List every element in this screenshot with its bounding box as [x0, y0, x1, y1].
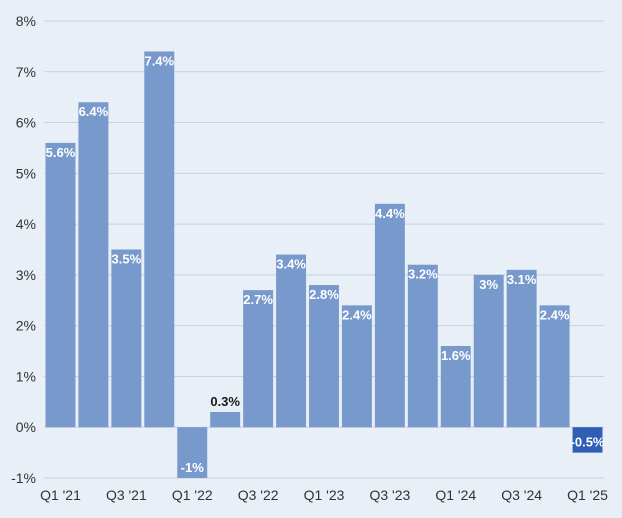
x-tick-label: Q1 '24 [435, 487, 476, 503]
x-tick-label: Q3 '23 [369, 487, 410, 503]
x-tick-label: Q1 '22 [172, 487, 213, 503]
data-label: 2.8% [309, 287, 339, 302]
data-label: 2.4% [540, 307, 570, 322]
y-tick-label: 7% [16, 64, 36, 80]
bar [539, 305, 570, 428]
bar [473, 274, 504, 428]
bar [243, 290, 274, 428]
bar [78, 102, 109, 428]
y-tick-label: 0% [16, 419, 36, 435]
x-tick-label: Q1 '21 [40, 487, 81, 503]
data-label: 3% [479, 277, 498, 292]
y-tick-label: 6% [16, 115, 36, 131]
bar [177, 427, 208, 478]
bars [45, 51, 603, 478]
x-tick-label: Q3 '24 [501, 487, 542, 503]
y-tick-label: 5% [16, 165, 36, 181]
bar [572, 427, 603, 453]
data-label: 4.4% [375, 206, 405, 221]
x-tick-label: Q3 '21 [106, 487, 147, 503]
y-tick-label: 1% [16, 368, 36, 384]
data-label: 5.6% [46, 145, 76, 160]
data-label: -0.5% [571, 435, 605, 450]
x-tick-label: Q1 '25 [567, 487, 608, 503]
data-label: 3.4% [276, 257, 306, 272]
data-label: 2.4% [342, 307, 372, 322]
data-label: 3.5% [112, 252, 142, 267]
x-axis-ticks: Q1 '21 Q3 '21 Q1 '22 Q3 '22 Q1 '23 Q3 '23 Q1 '… [40, 487, 608, 503]
bar [210, 411, 241, 428]
y-tick-label: -1% [11, 470, 36, 486]
y-axis-ticks: -1% 0% 1% 2% 3% 4% 5% 6% 7% 8% [11, 13, 36, 486]
data-label: 2.7% [243, 292, 273, 307]
data-label: 3.2% [408, 267, 438, 282]
data-label: -1% [181, 460, 205, 475]
bar [144, 51, 175, 428]
y-tick-label: 4% [16, 216, 36, 232]
bar [309, 285, 339, 428]
data-label: 6.4% [79, 104, 109, 119]
bar [407, 264, 438, 428]
data-label: 7.4% [144, 53, 174, 68]
data-label: 0.3% [210, 394, 240, 409]
bar [506, 269, 537, 428]
data-label: 1.6% [441, 348, 471, 363]
data-label: 3.1% [507, 272, 537, 287]
y-tick-label: 8% [16, 13, 36, 29]
bar [111, 249, 142, 428]
bar [374, 203, 405, 428]
bar [45, 142, 76, 428]
bar [341, 305, 372, 428]
x-tick-label: Q1 '23 [304, 487, 345, 503]
y-tick-label: 3% [16, 267, 36, 283]
bar [276, 254, 307, 428]
x-tick-label: Q3 '22 [238, 487, 279, 503]
bar [440, 345, 471, 428]
data-labels: 5.6%6.4%3.5%7.4%-1%0.3%2.7%3.4%2.8%2.4%4… [46, 53, 605, 475]
y-tick-label: 2% [16, 318, 36, 334]
